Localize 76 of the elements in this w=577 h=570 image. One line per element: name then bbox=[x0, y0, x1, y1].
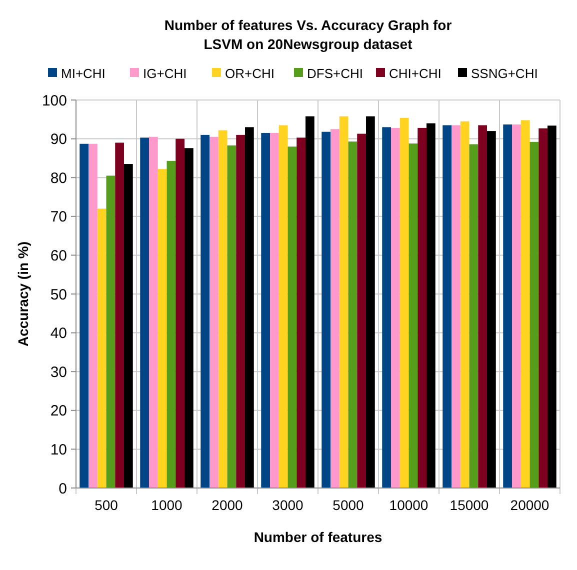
bar bbox=[357, 134, 366, 488]
y-tick-label: 70 bbox=[50, 208, 67, 226]
bar bbox=[227, 145, 236, 488]
bar bbox=[408, 143, 418, 488]
bar bbox=[80, 144, 89, 488]
x-tick-label: 3000 bbox=[272, 497, 304, 513]
x-tick-label: 500 bbox=[94, 497, 118, 513]
bar bbox=[158, 169, 167, 488]
bar bbox=[88, 144, 98, 488]
bar bbox=[210, 136, 218, 488]
bar bbox=[520, 120, 530, 488]
y-tick-label: 100 bbox=[42, 92, 67, 110]
y-tick-label: 20 bbox=[50, 402, 67, 420]
bar bbox=[452, 125, 460, 488]
bar bbox=[166, 160, 176, 488]
bar bbox=[305, 116, 314, 488]
bar bbox=[460, 121, 470, 488]
x-axis-title: Number of features bbox=[254, 529, 382, 545]
bar bbox=[236, 134, 245, 488]
bar bbox=[184, 148, 194, 488]
bar bbox=[382, 127, 392, 488]
bar bbox=[176, 138, 184, 488]
bar bbox=[348, 142, 358, 488]
bar bbox=[366, 116, 375, 488]
bar bbox=[330, 129, 340, 488]
bar bbox=[97, 208, 106, 488]
bar bbox=[486, 131, 496, 488]
x-tick-label: 5000 bbox=[332, 497, 364, 513]
bar bbox=[149, 136, 158, 488]
bar bbox=[339, 116, 348, 488]
bar bbox=[288, 146, 297, 488]
bar bbox=[278, 125, 288, 488]
bar bbox=[218, 130, 228, 488]
bar bbox=[244, 127, 254, 488]
x-tick-label: 1000 bbox=[151, 497, 183, 513]
bar bbox=[418, 128, 426, 488]
y-tick-label: 40 bbox=[50, 325, 67, 342]
bar bbox=[106, 176, 116, 488]
bar bbox=[478, 125, 487, 488]
legend-label: CHI+CHI bbox=[389, 66, 442, 81]
bar bbox=[322, 132, 331, 488]
bar bbox=[512, 124, 521, 488]
bar bbox=[469, 144, 478, 488]
y-tick-label: 80 bbox=[50, 170, 67, 187]
legend-label: IG+CHI bbox=[143, 66, 187, 81]
bar bbox=[296, 138, 306, 488]
y-tick-label: 90 bbox=[50, 131, 67, 148]
bar bbox=[547, 126, 556, 488]
bar bbox=[426, 123, 436, 488]
y-tick-label: 50 bbox=[50, 286, 67, 304]
bar bbox=[400, 118, 409, 488]
y-tick-label: 10 bbox=[50, 441, 67, 458]
x-tick-label: 2000 bbox=[212, 497, 244, 513]
chart-title: Number of features Vs. Accuracy Graph for LSVM on 20Newsgroup dataset bbox=[164, 17, 452, 52]
bar bbox=[115, 142, 124, 488]
x-tick-label: 10000 bbox=[389, 497, 428, 513]
bar bbox=[261, 132, 270, 488]
bar bbox=[442, 125, 452, 488]
bar bbox=[140, 138, 150, 488]
bar bbox=[538, 128, 548, 488]
y-axis-title: Accuracy (in %) bbox=[15, 241, 31, 347]
legend-label: MI+CHI bbox=[61, 66, 106, 81]
legend-label: SSNG+CHI bbox=[471, 66, 538, 81]
legend-label: OR+CHI bbox=[225, 66, 274, 81]
bar bbox=[200, 134, 210, 488]
bar bbox=[391, 128, 400, 488]
bar bbox=[503, 124, 512, 488]
bar bbox=[124, 164, 133, 488]
x-tick-label: 20000 bbox=[510, 497, 550, 513]
y-tick-label: 60 bbox=[50, 247, 67, 264]
bar bbox=[530, 142, 539, 488]
x-tick-label: 15000 bbox=[450, 497, 489, 513]
y-tick-label: 0 bbox=[58, 480, 67, 498]
y-tick-label: 30 bbox=[50, 364, 67, 381]
legend-label: DFS+CHI bbox=[307, 66, 363, 81]
bar bbox=[270, 132, 279, 488]
